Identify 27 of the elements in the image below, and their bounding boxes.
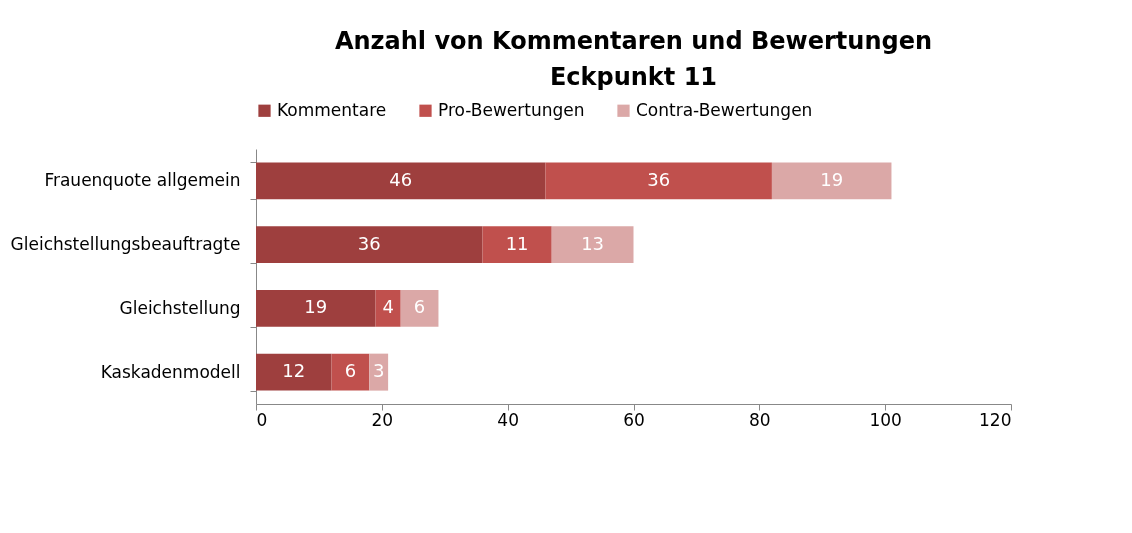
legend-label: Pro-Bewertungen	[438, 99, 585, 120]
x-tick-label: 80	[749, 409, 771, 430]
data-label: 6	[413, 296, 426, 318]
chart-title: Anzahl von Kommentaren und Bewertungen Eckpunkt 11	[334, 27, 933, 91]
y-tick-label: Gleichstellungsbeauftragte	[10, 234, 241, 255]
data-label: 4	[382, 296, 394, 318]
legend-label: Contra-Bewertungen	[636, 99, 813, 120]
data-label: 13	[581, 232, 605, 254]
legend-label: Kommentare	[277, 99, 387, 120]
x-tick-label: 100	[869, 409, 902, 430]
data-label: 36	[357, 232, 381, 254]
data-label: 36	[647, 168, 671, 190]
y-tick-label: Kaskadenmodell	[100, 361, 241, 382]
y-tick-label: Gleichstellung	[119, 297, 241, 318]
x-tick-label: 0	[256, 409, 268, 430]
x-tick-label: 40	[497, 409, 519, 430]
data-label: 12	[282, 360, 306, 382]
data-label: 6	[344, 360, 357, 382]
x-tick-label: 120	[979, 409, 1012, 430]
x-tick-label: 60	[623, 409, 645, 430]
x-tick-label: 20	[371, 409, 394, 430]
y-tick-label: Frauenquote allgemein	[44, 170, 241, 191]
data-label: 46	[389, 168, 413, 190]
data-label: 11	[505, 232, 529, 254]
data-label: 19	[304, 296, 328, 318]
data-label: 19	[820, 168, 844, 190]
data-label: 3	[372, 360, 385, 382]
